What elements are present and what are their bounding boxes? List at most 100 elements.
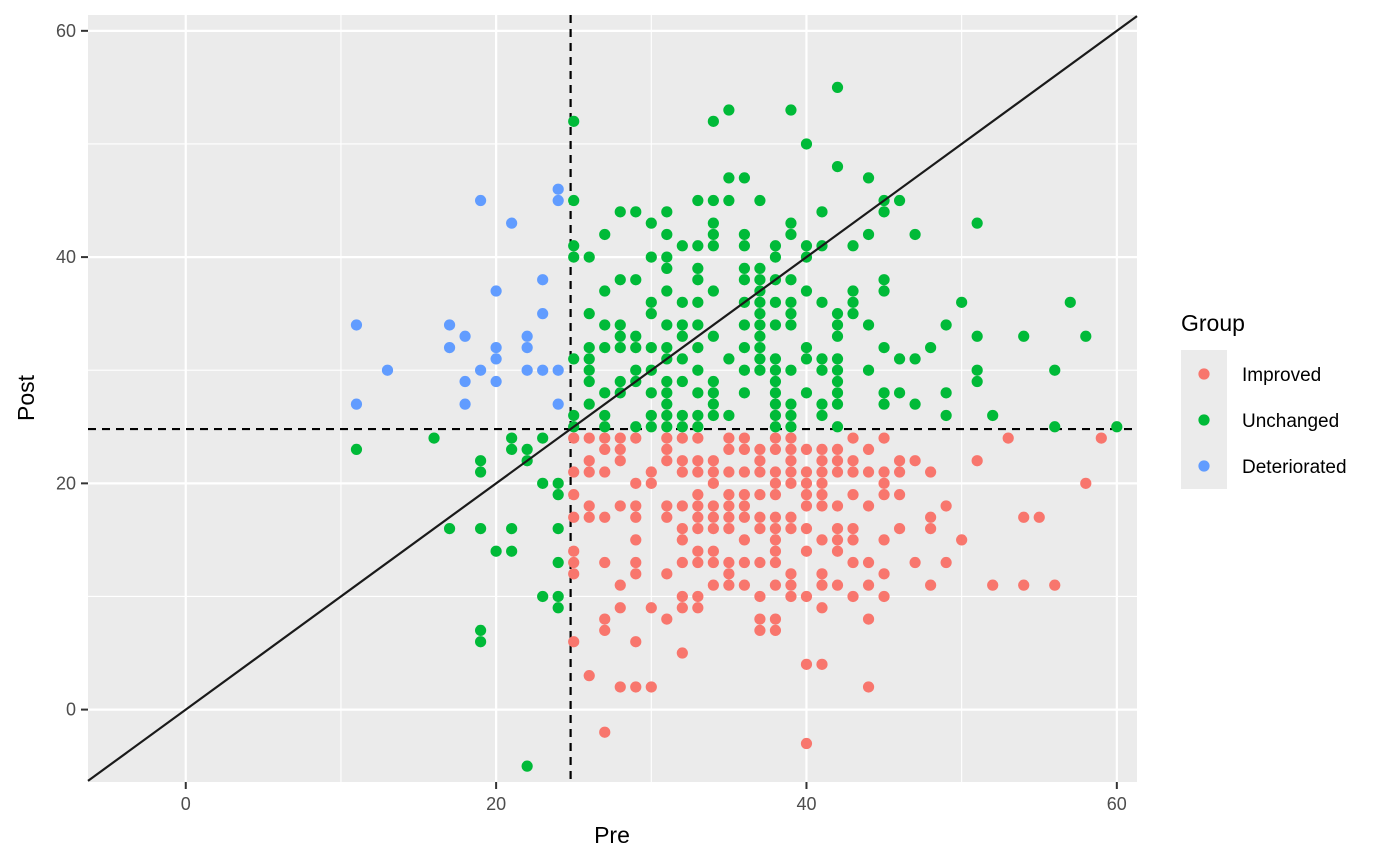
data-point-improved [1002, 432, 1014, 444]
data-point-unchanged [769, 296, 782, 308]
data-point-deteriorated [537, 308, 549, 320]
x-tick-label: 40 [796, 794, 816, 814]
data-point-improved [723, 443, 735, 456]
data-point-unchanged [754, 262, 766, 275]
data-point-unchanged [878, 274, 890, 286]
data-point-improved [630, 681, 642, 693]
data-point-improved [816, 568, 828, 580]
data-point-improved [800, 466, 813, 478]
data-point-unchanged [676, 240, 688, 252]
data-point-unchanged [583, 375, 595, 388]
data-point-improved [847, 522, 859, 535]
data-point-improved [956, 534, 968, 546]
data-point-unchanged [785, 308, 797, 320]
data-point-unchanged [474, 466, 487, 478]
data-point-unchanged [785, 104, 797, 116]
data-point-improved [816, 477, 828, 489]
data-point-unchanged [692, 319, 704, 331]
data-point-improved [707, 556, 719, 569]
data-point-improved [940, 500, 952, 512]
data-point-unchanged [1049, 421, 1061, 433]
data-point-unchanged [614, 274, 626, 286]
data-point-improved [1049, 579, 1061, 591]
data-point-improved [599, 466, 611, 478]
data-point-unchanged [893, 194, 906, 207]
data-point-improved [847, 455, 859, 467]
data-point-improved [831, 466, 844, 478]
data-point-unchanged [661, 409, 673, 422]
data-point-improved [568, 466, 580, 478]
data-point-improved [769, 466, 782, 478]
data-point-improved [723, 568, 735, 580]
data-point-improved [568, 636, 580, 648]
data-point-improved [707, 455, 719, 467]
data-point-improved [862, 500, 875, 512]
data-point-improved [831, 545, 844, 557]
y-axis-title: Post [13, 374, 39, 421]
data-point-unchanged [769, 421, 782, 433]
data-point-deteriorated [490, 341, 502, 354]
data-point-improved [878, 590, 890, 603]
data-point-unchanged [568, 194, 580, 207]
data-point-improved [1080, 477, 1092, 489]
data-point-improved [599, 624, 611, 637]
data-point-improved [816, 579, 828, 591]
data-point-unchanged [878, 206, 890, 218]
data-point-unchanged [645, 387, 657, 399]
data-point-unchanged [521, 443, 533, 456]
data-point-unchanged [707, 330, 719, 342]
data-point-improved [630, 568, 642, 580]
data-point-improved [847, 489, 859, 501]
data-point-improved [738, 511, 751, 523]
data-point-improved [630, 500, 642, 512]
data-point-unchanged [599, 421, 611, 433]
data-point-unchanged [940, 387, 952, 399]
data-point-unchanged [862, 228, 875, 241]
data-point-unchanged [723, 194, 735, 207]
data-point-unchanged [940, 409, 952, 422]
data-point-unchanged [661, 398, 673, 410]
data-point-unchanged [645, 421, 657, 433]
data-point-unchanged [878, 398, 890, 410]
data-point-improved [769, 534, 782, 546]
y-tick-label: 40 [56, 247, 76, 267]
data-point-improved [723, 556, 735, 569]
data-point-improved [583, 511, 595, 523]
legend-label-improved: Improved [1242, 365, 1321, 386]
data-point-unchanged [707, 240, 719, 252]
data-point-unchanged [599, 228, 611, 241]
data-point-unchanged [692, 262, 704, 275]
data-point-improved [862, 556, 875, 569]
data-point-improved [661, 500, 673, 512]
data-point-unchanged [521, 760, 533, 772]
data-point-improved [893, 489, 906, 501]
legend-title: Group [1181, 310, 1245, 336]
data-point-unchanged [831, 308, 844, 320]
data-point-improved [769, 624, 782, 637]
data-point-unchanged [568, 251, 580, 263]
data-point-unchanged [971, 330, 983, 342]
data-point-unchanged [707, 375, 719, 388]
data-point-unchanged [552, 522, 564, 535]
data-point-unchanged [692, 274, 704, 286]
data-point-improved [738, 579, 751, 591]
data-point-improved [754, 590, 766, 603]
data-point-improved [769, 432, 782, 444]
x-tick-label: 0 [181, 794, 191, 814]
data-point-improved [692, 500, 704, 512]
legend: Group Improved Unchanged Deteriorated [1181, 310, 1347, 489]
data-point-improved [614, 579, 626, 591]
data-point-improved [583, 432, 595, 444]
data-point-unchanged [738, 228, 751, 241]
x-tick-label: 20 [486, 794, 506, 814]
data-point-improved [800, 737, 813, 750]
data-point-unchanged [1064, 296, 1076, 308]
data-point-unchanged [599, 409, 611, 422]
data-point-improved [754, 624, 766, 637]
data-point-unchanged [831, 319, 844, 331]
data-point-unchanged [800, 138, 813, 150]
legend-items: Improved Unchanged Deteriorated [1198, 365, 1347, 478]
data-point-improved [568, 568, 580, 580]
data-point-unchanged [552, 556, 564, 569]
data-point-deteriorated [552, 194, 564, 207]
